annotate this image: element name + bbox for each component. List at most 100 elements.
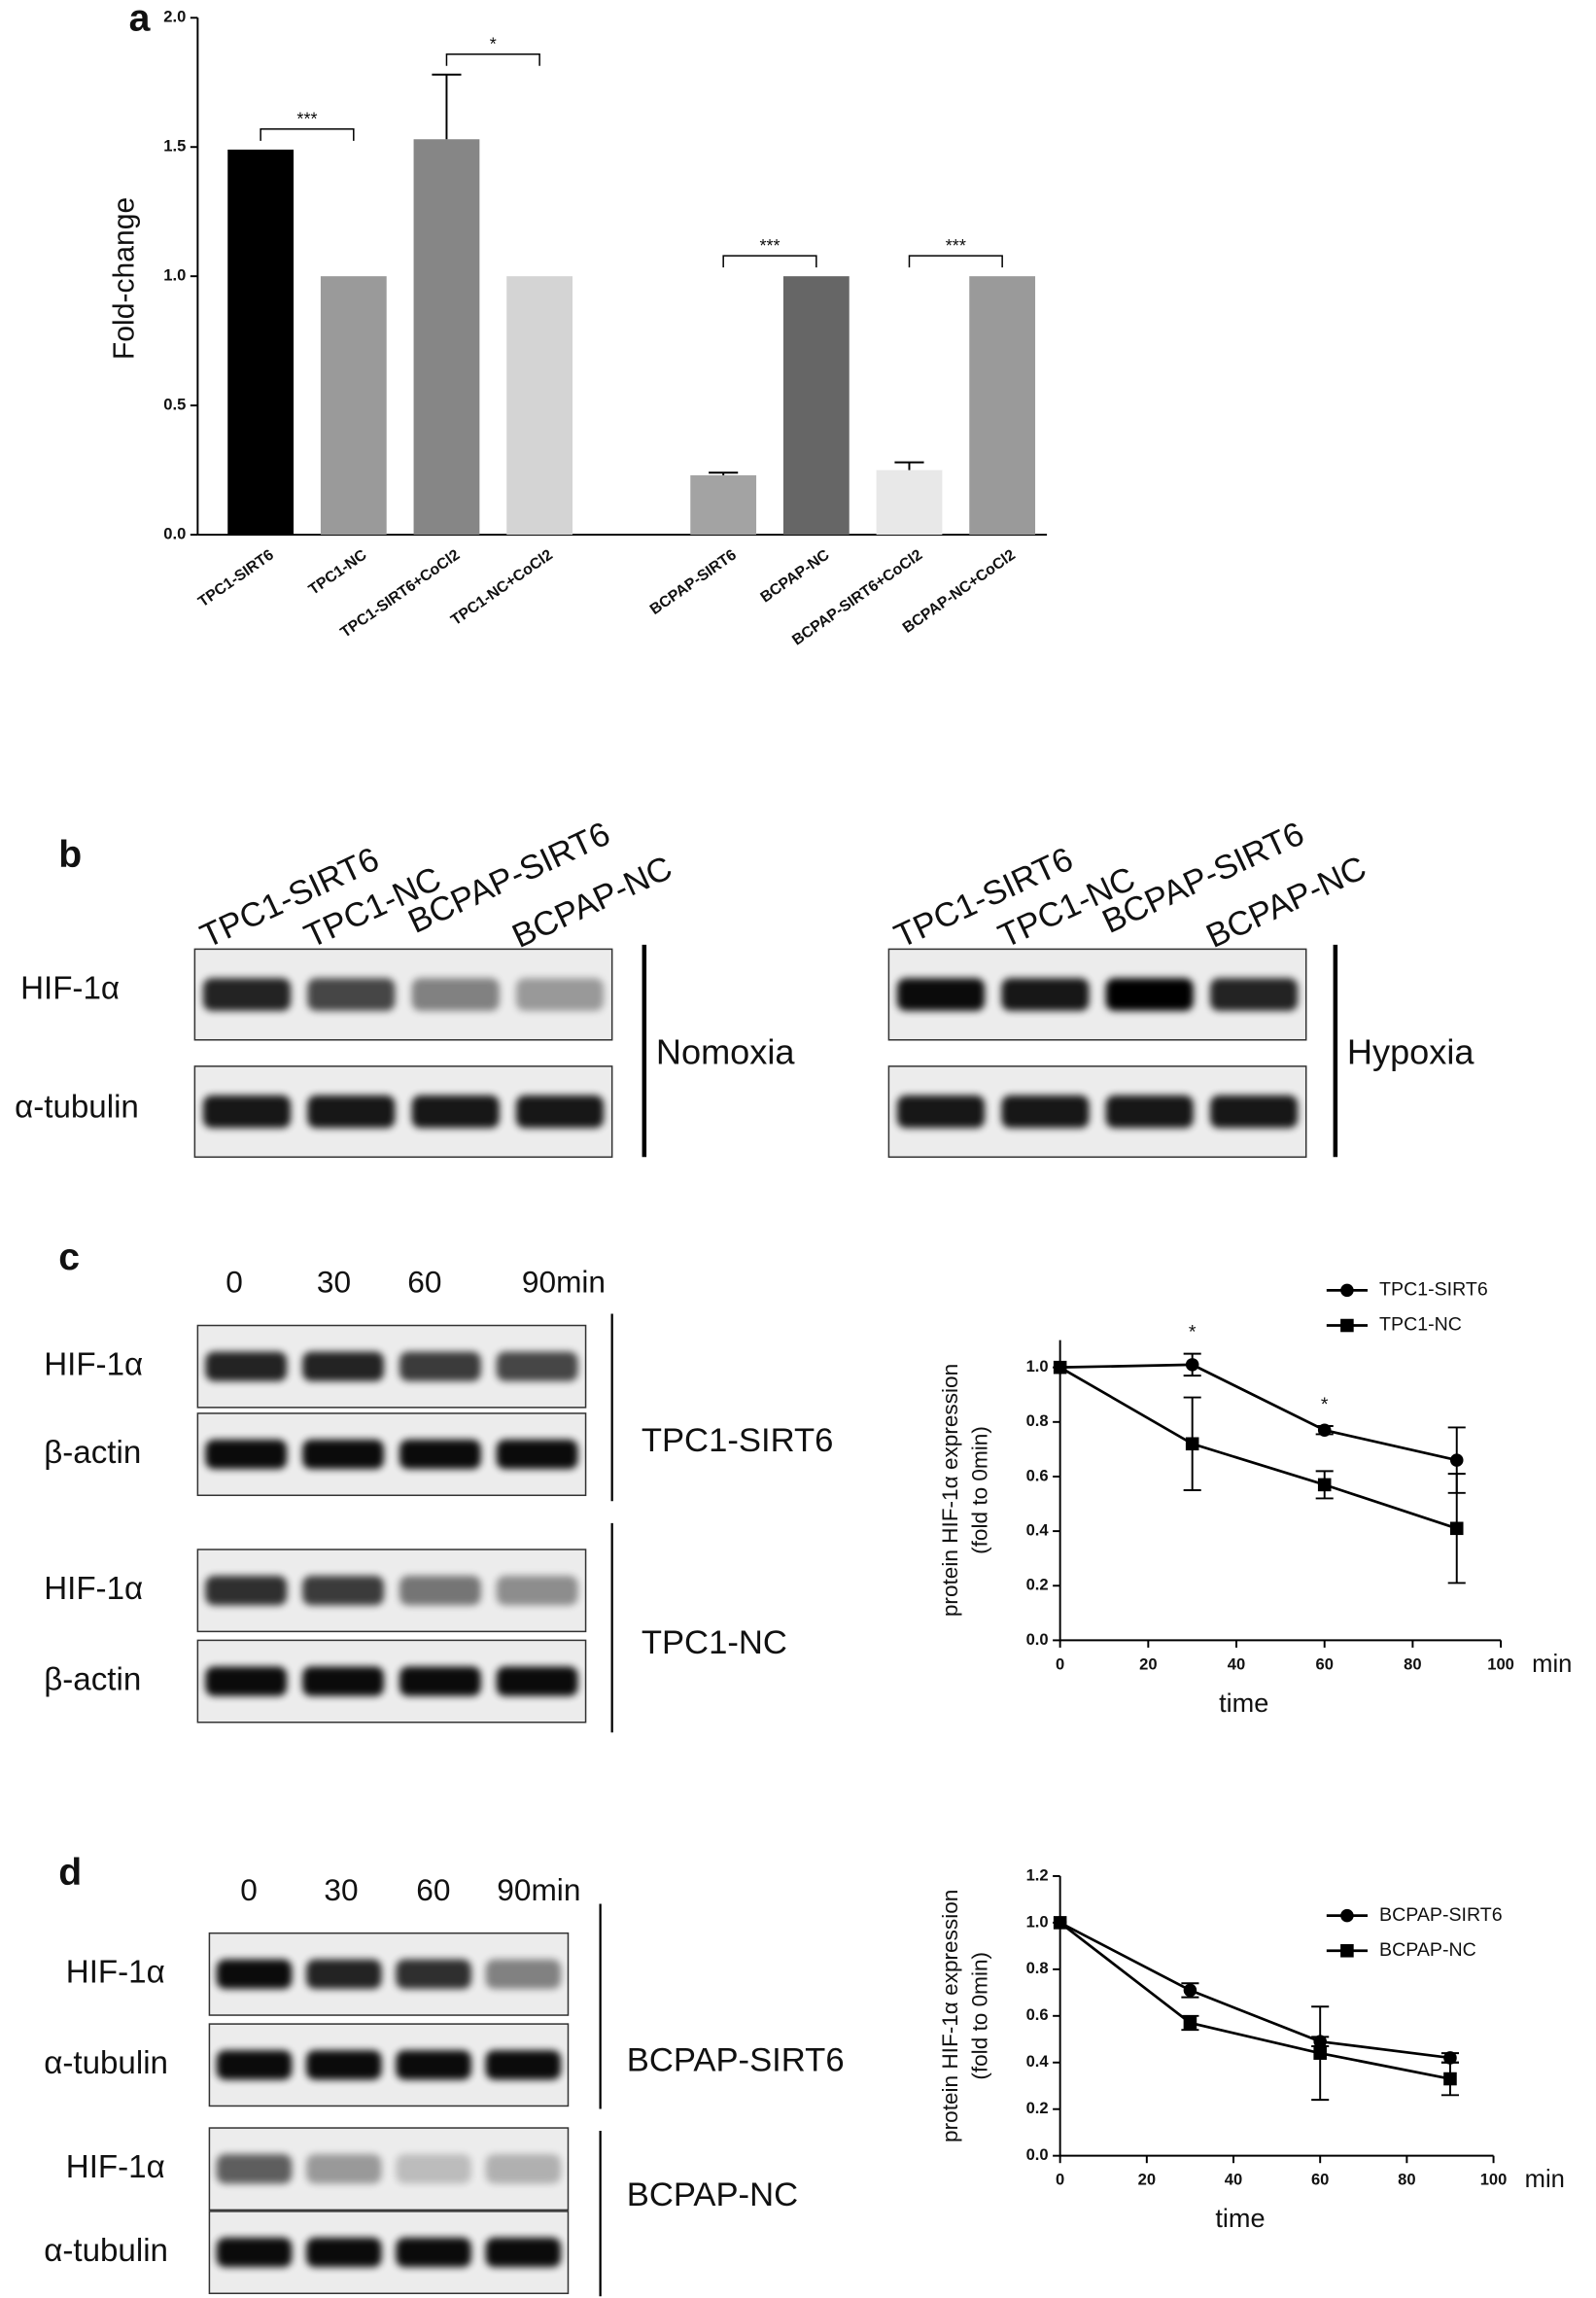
x-tick-label: BCPAP-SIRT6 bbox=[647, 546, 740, 618]
x-unit: min bbox=[1532, 1651, 1572, 1678]
row-label: HIF-1α bbox=[66, 2149, 165, 2185]
y-tick-label: 2.0 bbox=[163, 8, 186, 26]
marker bbox=[1317, 1478, 1332, 1492]
marker bbox=[1340, 1283, 1354, 1298]
blot-band bbox=[496, 1666, 578, 1696]
significance-label: *** bbox=[946, 236, 966, 256]
blot-band bbox=[515, 1095, 605, 1129]
bar bbox=[506, 276, 573, 536]
blot-band bbox=[205, 1576, 288, 1606]
series-line bbox=[1058, 1921, 1451, 2080]
row-label: β-actin bbox=[44, 1661, 141, 1697]
y-tick-label: 0.0 bbox=[1026, 1630, 1049, 1649]
time-label: 0 bbox=[226, 1265, 243, 1300]
significance-bracket bbox=[908, 255, 1003, 268]
blot-band bbox=[306, 2237, 382, 2268]
y-tick-label: 0.2 bbox=[1026, 1576, 1049, 1594]
legend-label: BCPAP-SIRT6 bbox=[1379, 1904, 1503, 1926]
group-label: TPC1-SIRT6 bbox=[642, 1422, 834, 1459]
y-axis-label: (fold to 0min) bbox=[967, 1426, 991, 1554]
series-line bbox=[1059, 1921, 1451, 2060]
blot-band bbox=[485, 2154, 562, 2184]
x-tick-label: 40 bbox=[1228, 1654, 1245, 1673]
y-axis-label: protein HIF-1α expression bbox=[938, 1364, 962, 1617]
y-tick-label: 0.8 bbox=[1026, 1411, 1049, 1430]
x-axis-label: time bbox=[1215, 2203, 1265, 2233]
blot-band bbox=[396, 2050, 471, 2080]
blot-band bbox=[306, 2154, 382, 2184]
panel-label: c bbox=[58, 1236, 80, 1278]
significance-label: * bbox=[490, 34, 497, 53]
time-label: 60 bbox=[407, 1265, 441, 1300]
x-tick-label: TPC1-SIRT6 bbox=[195, 546, 277, 610]
blot-band bbox=[411, 1095, 500, 1129]
bar bbox=[227, 149, 295, 536]
row-label: α-tubulin bbox=[15, 1089, 139, 1125]
row-label: β-actin bbox=[44, 1435, 141, 1471]
significance-label: *** bbox=[296, 110, 317, 129]
bar bbox=[413, 139, 480, 536]
blot-band bbox=[496, 1576, 578, 1606]
blot-band bbox=[216, 2050, 293, 2080]
blot-band bbox=[1001, 1095, 1090, 1129]
panel-label: a bbox=[129, 0, 152, 40]
marker bbox=[1443, 2072, 1457, 2086]
bar bbox=[690, 474, 757, 536]
marker bbox=[1449, 1521, 1464, 1536]
time-label: 90min bbox=[497, 1872, 580, 1907]
x-tick-label: 80 bbox=[1398, 2171, 1415, 2189]
condition-label: Nomoxia bbox=[656, 1031, 796, 1071]
x-tick-label: 0 bbox=[1056, 1654, 1064, 1673]
blot-band bbox=[396, 2237, 471, 2268]
y-tick-label: 0.2 bbox=[1026, 2099, 1049, 2117]
blot-band bbox=[202, 1095, 292, 1129]
blot-band bbox=[485, 2237, 562, 2268]
blot-band bbox=[896, 1095, 986, 1129]
row-label: α-tubulin bbox=[44, 2233, 168, 2269]
marker bbox=[1053, 1916, 1067, 1930]
blot-band bbox=[399, 1439, 481, 1470]
time-label: 30 bbox=[324, 1872, 358, 1907]
y-tick-label: 0.0 bbox=[163, 524, 186, 542]
blot-band bbox=[302, 1666, 384, 1696]
row-label: α-tubulin bbox=[44, 2045, 168, 2081]
legend-label: TPC1-SIRT6 bbox=[1379, 1279, 1488, 1301]
x-tick-label: 100 bbox=[1487, 1654, 1514, 1673]
blot-band bbox=[485, 2050, 562, 2080]
blot-band bbox=[205, 1439, 288, 1470]
x-tick-label: 60 bbox=[1311, 2171, 1329, 2189]
time-label: 30 bbox=[317, 1265, 351, 1300]
blot-band bbox=[216, 2237, 293, 2268]
x-tick-label: BCPAP-NC bbox=[757, 546, 832, 606]
blot-band bbox=[399, 1351, 481, 1381]
marker bbox=[1340, 1318, 1354, 1333]
x-tick-label: 20 bbox=[1139, 1654, 1157, 1673]
blot-band bbox=[515, 978, 605, 1011]
blot-band bbox=[399, 1576, 481, 1606]
blot-band bbox=[302, 1576, 384, 1606]
blot-band bbox=[216, 1959, 293, 1990]
significance-bracket bbox=[722, 255, 817, 268]
blot-band bbox=[1105, 1095, 1194, 1129]
row-label: HIF-1α bbox=[66, 1955, 165, 1991]
row-label: HIF-1α bbox=[20, 970, 120, 1006]
y-tick-label: 1.2 bbox=[1026, 1865, 1049, 1884]
significance-label: *** bbox=[759, 236, 780, 256]
y-axis-label: (fold to 0min) bbox=[967, 1952, 991, 2080]
blot-band bbox=[396, 2154, 471, 2184]
blot-band bbox=[205, 1666, 288, 1696]
condition-label: Hypoxia bbox=[1347, 1031, 1475, 1071]
blot-band bbox=[216, 2154, 293, 2184]
marker bbox=[1449, 1453, 1464, 1467]
significance-bracket bbox=[445, 52, 540, 66]
panel-label: d bbox=[58, 1852, 82, 1894]
significance-bracket bbox=[260, 128, 355, 141]
x-tick-label: 100 bbox=[1480, 2171, 1508, 2189]
blot-band bbox=[306, 2050, 382, 2080]
x-tick-label: 40 bbox=[1225, 2171, 1242, 2189]
blot-band bbox=[896, 978, 986, 1011]
x-axis-label: time bbox=[1219, 1688, 1268, 1718]
y-tick-label: 0.4 bbox=[1026, 2052, 1050, 2071]
marker bbox=[1185, 1358, 1199, 1372]
legend-label: BCPAP-NC bbox=[1379, 1939, 1476, 1961]
